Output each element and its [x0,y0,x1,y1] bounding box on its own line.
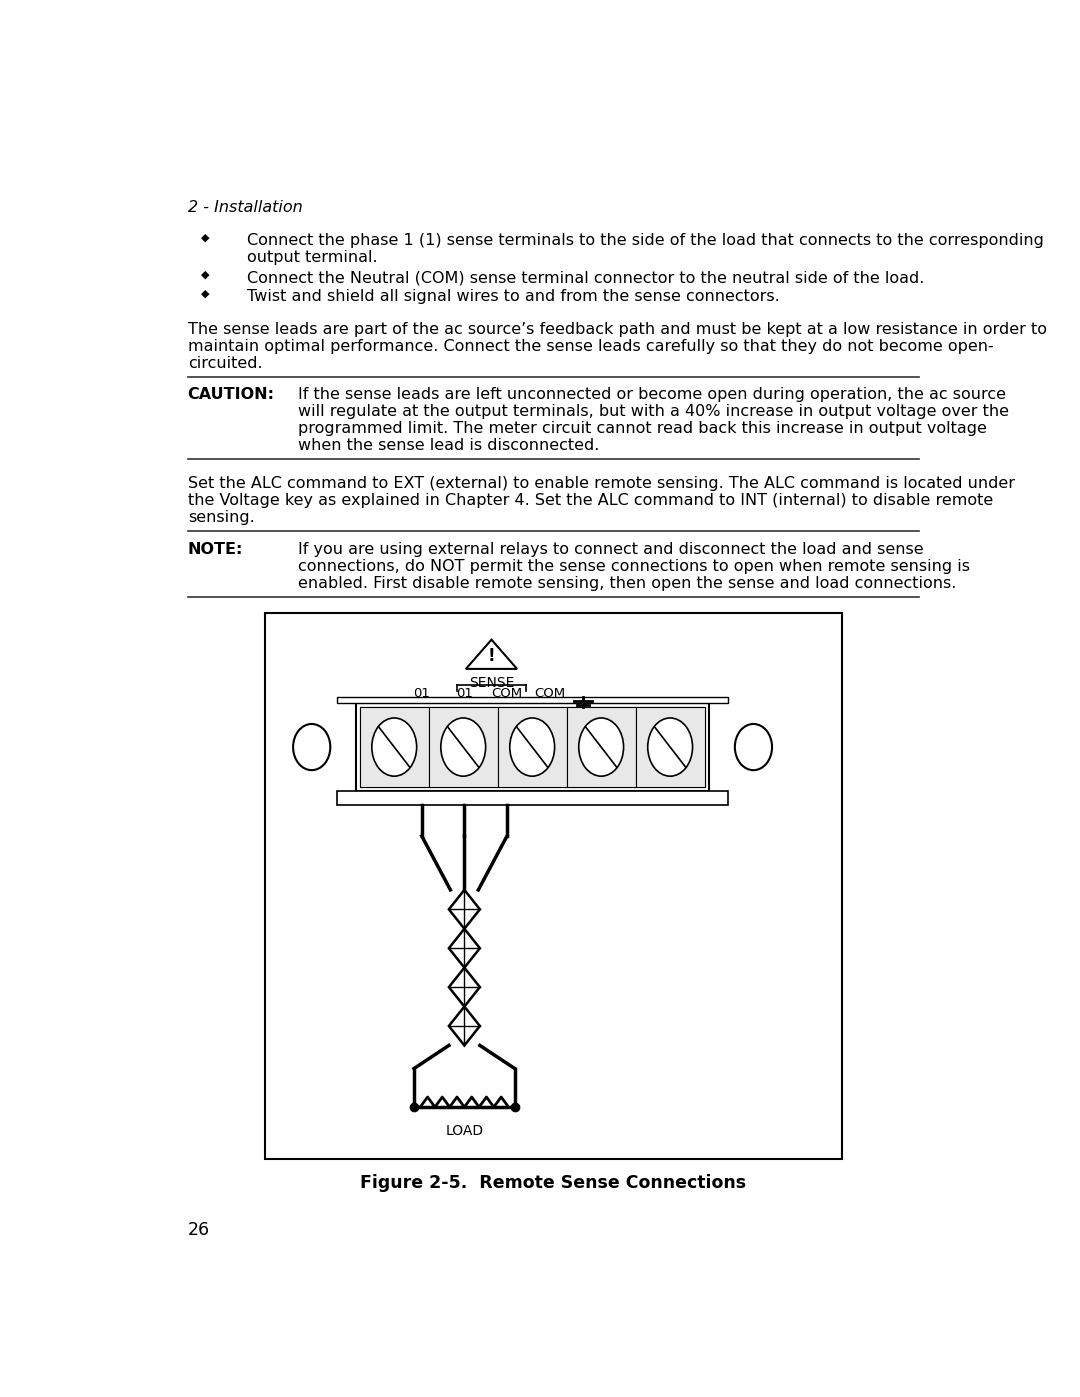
Ellipse shape [372,718,417,777]
Text: Twist and shield all signal wires to and from the sense connectors.: Twist and shield all signal wires to and… [247,289,780,303]
Ellipse shape [441,718,486,777]
Bar [429,707,498,788]
Polygon shape [449,929,480,968]
Bar [567,707,636,788]
Text: 01: 01 [456,687,473,700]
Ellipse shape [734,724,772,770]
Ellipse shape [293,724,330,770]
Ellipse shape [579,718,623,777]
Polygon shape [465,640,517,669]
Bar [636,707,704,788]
Bar [337,791,728,805]
Text: LOAD: LOAD [445,1125,484,1139]
Text: 01: 01 [414,687,430,700]
Polygon shape [449,890,480,929]
Text: programmed limit. The meter circuit cannot read back this increase in output vol: programmed limit. The meter circuit cann… [298,420,987,436]
Text: COM: COM [491,687,523,700]
Text: sensing.: sensing. [188,510,255,524]
Bar [360,707,429,788]
Ellipse shape [648,718,692,777]
Text: ◆: ◆ [201,289,210,299]
Text: COM: COM [535,687,565,700]
Text: Set the ALC command to EXT (external) to enable remote sensing. The ALC command : Set the ALC command to EXT (external) to… [188,475,1015,490]
Text: enabled. First disable remote sensing, then open the sense and load connections.: enabled. First disable remote sensing, t… [298,576,956,591]
Text: Connect the Neutral (COM) sense terminal connector to the neutral side of the lo: Connect the Neutral (COM) sense terminal… [247,270,924,285]
Text: when the sense lead is disconnected.: when the sense lead is disconnected. [298,437,599,453]
Bar [337,697,728,703]
Polygon shape [449,968,480,1007]
Bar [356,703,708,791]
Text: the Voltage key as explained in Chapter 4. Set the ALC command to INT (internal): the Voltage key as explained in Chapter … [188,493,993,507]
Text: SENSE: SENSE [469,676,514,690]
Text: !: ! [488,647,496,665]
Text: NOTE:: NOTE: [188,542,243,557]
Text: ◆: ◆ [201,233,210,243]
Text: CAUTION:: CAUTION: [188,387,274,402]
Bar [266,613,841,1160]
Text: The sense leads are part of the ac source’s feedback path and must be kept at a : The sense leads are part of the ac sourc… [188,321,1047,337]
Ellipse shape [510,718,555,777]
Text: maintain optimal performance. Connect the sense leads carefully so that they do : maintain optimal performance. Connect th… [188,338,994,353]
Text: If the sense leads are left unconnected or become open during operation, the ac : If the sense leads are left unconnected … [298,387,1005,402]
Text: connections, do NOT permit the sense connections to open when remote sensing is: connections, do NOT permit the sense con… [298,559,970,574]
Bar [498,707,567,788]
Text: 2 - Installation: 2 - Installation [188,200,302,215]
Text: will regulate at the output terminals, but with a 40% increase in output voltage: will regulate at the output terminals, b… [298,404,1009,419]
Bar [360,707,704,788]
Text: Figure 2-5.  Remote Sense Connections: Figure 2-5. Remote Sense Connections [361,1173,746,1192]
Text: ◆: ◆ [201,270,210,279]
Text: Connect the phase 1 (1) sense terminals to the side of the load that connects to: Connect the phase 1 (1) sense terminals … [247,233,1044,249]
Text: If you are using external relays to connect and disconnect the load and sense: If you are using external relays to conn… [298,542,923,557]
Text: circuited.: circuited. [188,355,262,370]
Text: 26: 26 [188,1221,210,1239]
Text: output terminal.: output terminal. [247,250,378,265]
Polygon shape [449,1007,480,1045]
